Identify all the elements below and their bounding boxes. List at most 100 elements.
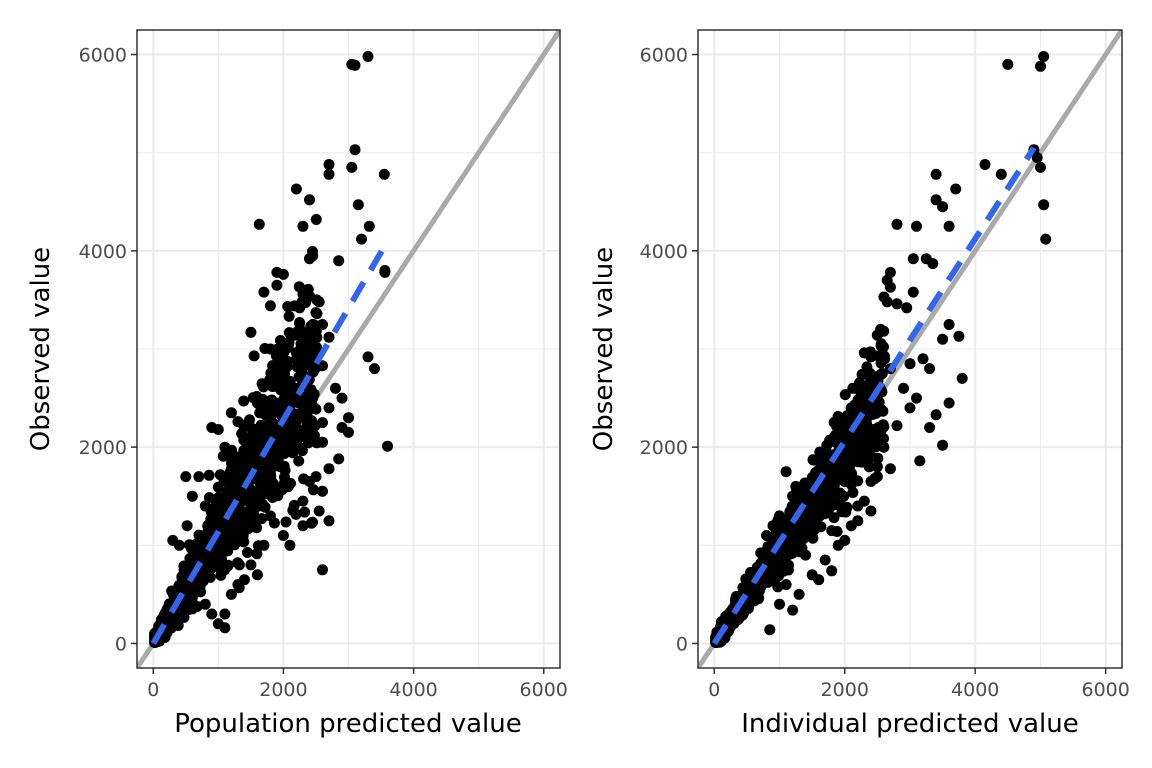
data-point [791, 532, 803, 544]
y-tick-label: 0 [676, 633, 688, 655]
data-point [863, 461, 875, 473]
data-point [277, 445, 289, 457]
data-point [793, 588, 805, 600]
data-point [242, 523, 254, 535]
data-point [784, 506, 796, 518]
data-point [219, 622, 231, 634]
data-point [382, 440, 393, 452]
data-point [979, 159, 991, 170]
data-point [819, 554, 831, 566]
data-point [872, 452, 884, 464]
data-point [956, 372, 968, 384]
data-point [297, 520, 309, 532]
data-point [241, 547, 253, 558]
data-point [995, 168, 1007, 180]
data-point [950, 183, 962, 195]
data-point [261, 465, 273, 476]
data-point [295, 362, 307, 374]
data-point [349, 144, 361, 156]
data-point [282, 301, 294, 312]
data-point [824, 487, 836, 499]
data-point [245, 490, 257, 502]
x-tick-label: 6000 [1082, 679, 1130, 701]
data-point [251, 397, 263, 409]
data-point [258, 286, 270, 298]
data-point [248, 350, 260, 362]
data-point [180, 471, 192, 483]
data-point [821, 439, 833, 451]
data-point [836, 506, 848, 518]
data-point [1035, 161, 1046, 173]
x-tick-label: 2000 [259, 679, 307, 701]
data-point [304, 194, 315, 206]
data-point [224, 530, 236, 542]
data-point [865, 505, 877, 517]
y-axis-title: Observed value [589, 247, 619, 451]
data-point [290, 347, 302, 359]
data-point [363, 220, 375, 232]
data-point [774, 598, 785, 610]
data-point [930, 194, 942, 206]
data-point [826, 525, 838, 537]
y-tick-label: 2000 [79, 437, 127, 459]
data-point [299, 506, 311, 518]
data-point [193, 471, 205, 483]
data-point [317, 485, 328, 497]
data-point [255, 419, 267, 431]
data-point [233, 559, 245, 571]
x-tick-label: 6000 [520, 679, 568, 701]
data-point [300, 406, 312, 418]
data-point [787, 490, 799, 502]
data-point [317, 417, 328, 429]
data-point [284, 539, 296, 551]
data-point [884, 281, 896, 293]
y-tick-label: 4000 [79, 241, 127, 263]
data-point [817, 463, 829, 475]
data-point [828, 496, 840, 508]
data-point [761, 530, 772, 541]
data-point [283, 310, 295, 322]
data-point [884, 463, 896, 475]
data-point [265, 367, 277, 379]
data-point [352, 199, 364, 211]
data-point [305, 330, 317, 342]
data-point [311, 308, 323, 320]
data-point [200, 552, 212, 564]
data-point [839, 389, 851, 401]
data-point [828, 512, 840, 524]
data-point [273, 367, 285, 379]
data-point [842, 451, 854, 463]
data-point [313, 505, 325, 517]
data-point [307, 318, 319, 330]
data-point [780, 466, 792, 478]
data-point [217, 520, 229, 532]
panel-border [136, 29, 561, 669]
data-point [293, 455, 305, 467]
data-point [203, 469, 215, 481]
y-axis-ticks: 0 2000 4000 6000 [640, 45, 698, 655]
data-point [219, 563, 231, 575]
data-point [238, 395, 250, 407]
data-point [378, 168, 390, 180]
data-point [1038, 199, 1050, 211]
data-point [287, 504, 299, 516]
data-point [904, 402, 916, 414]
data-point [307, 484, 319, 496]
data-point [225, 588, 237, 600]
data-point [178, 611, 190, 623]
data-point [871, 461, 883, 473]
data-point [812, 508, 823, 520]
data-point [310, 403, 322, 415]
data-point [826, 565, 838, 577]
data-point [183, 539, 195, 551]
data-point [277, 530, 289, 541]
data-point [854, 377, 866, 389]
data-point [852, 456, 864, 468]
data-point [790, 480, 802, 492]
data-point [943, 319, 955, 330]
data-point [323, 463, 335, 475]
data-point [253, 218, 265, 230]
x-axis-ticks: 0 2000 4000 6000 [147, 668, 568, 701]
data-point [212, 424, 224, 435]
